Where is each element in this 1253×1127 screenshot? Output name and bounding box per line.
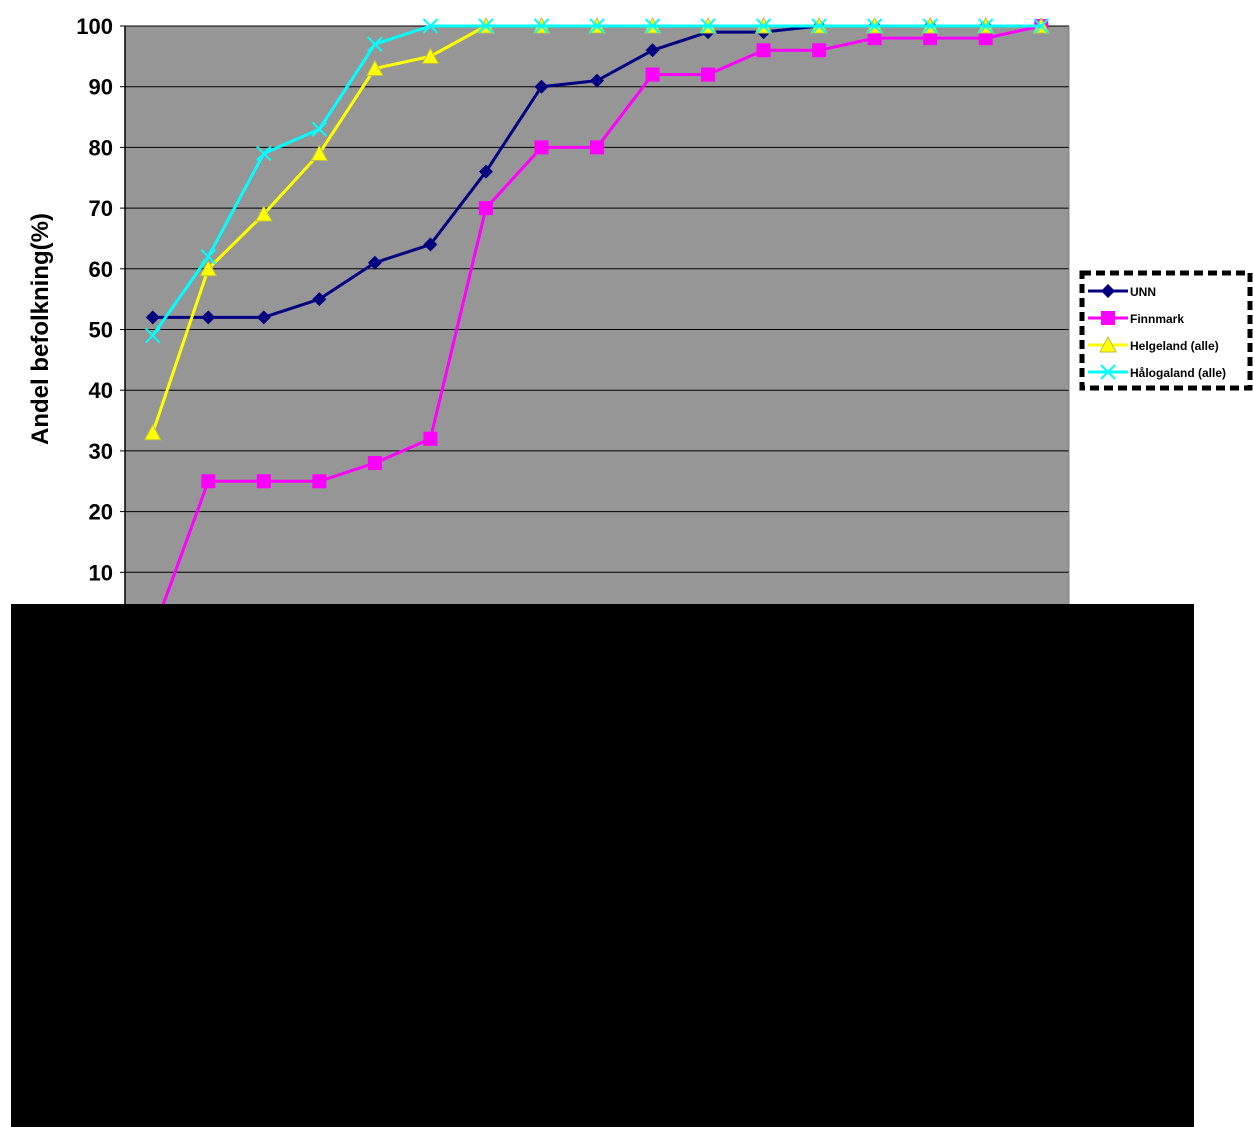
y-tick-labels: 10 20 30 40 50 60 70 80 90 100	[76, 14, 113, 585]
legend-marker-unn	[1101, 284, 1115, 298]
legend-item-helgeland-alle: Helgeland (alle)	[1088, 335, 1219, 353]
data-point-finnmark	[312, 474, 327, 489]
data-point-unn	[478, 164, 493, 179]
series-h-logaland-alle	[145, 18, 1049, 344]
data-point-h-logaland-alle	[589, 18, 605, 34]
data-point-h-logaland-alle	[1033, 18, 1049, 34]
legend-marker-h-logaland-alle	[1100, 364, 1116, 380]
legend: UNN Finnmark Helgeland (alle) Hålogaland (a…	[1079, 270, 1253, 391]
data-point-finnmark	[256, 474, 271, 489]
data-point-finnmark	[645, 67, 660, 82]
data-point-h-logaland-alle	[256, 145, 272, 162]
legend-label-helgeland-alle: Helgeland (alle)	[1130, 339, 1219, 353]
legend-item-h-logaland-alle: Hålogaland (alle)	[1088, 364, 1226, 380]
data-point-h-logaland-alle	[200, 248, 217, 265]
data-point-h-logaland-alle	[922, 18, 938, 34]
data-point-finnmark	[701, 67, 716, 82]
data-point-finnmark	[201, 474, 216, 489]
data-point-h-logaland-alle	[311, 121, 328, 137]
y-tick-label-60: 60	[89, 257, 113, 282]
legend-marker-finnmark	[1101, 311, 1115, 325]
data-point-finnmark	[867, 31, 882, 46]
data-point-h-logaland-alle	[422, 18, 439, 34]
y-tick-label-80: 80	[89, 135, 113, 160]
data-point-unn	[145, 310, 160, 325]
data-point-finnmark	[590, 140, 604, 155]
data-point-helgeland-alle	[310, 144, 329, 161]
data-point-finnmark	[534, 140, 549, 155]
y-tick-label-10: 10	[89, 560, 113, 585]
y-tick-label-30: 30	[89, 439, 113, 464]
data-point-finnmark	[756, 43, 771, 58]
data-point-unn	[423, 237, 438, 252]
legend-item-finnmark: Finnmark	[1088, 311, 1184, 326]
data-point-finnmark	[812, 43, 827, 58]
data-point-unn	[256, 310, 271, 325]
y-tick-label-50: 50	[89, 318, 113, 343]
legend-marker-helgeland-alle	[1099, 335, 1117, 353]
data-point-unn	[590, 73, 604, 88]
data-point-helgeland-alle	[421, 47, 440, 64]
data-point-h-logaland-alle	[755, 18, 772, 34]
data-point-finnmark	[423, 431, 438, 446]
data-point-unn	[201, 310, 216, 325]
data-point-h-logaland-alle	[811, 18, 827, 34]
data-point-unn	[312, 292, 327, 307]
y-tick-label-40: 40	[89, 378, 113, 403]
data-point-helgeland-alle	[366, 59, 384, 76]
black-occlusion-block	[11, 604, 1194, 1127]
data-point-finnmark	[367, 456, 382, 471]
data-point-h-logaland-alle	[700, 18, 716, 34]
data-point-h-logaland-alle	[367, 36, 383, 52]
data-point-finnmark	[478, 201, 493, 216]
data-point-helgeland-alle	[199, 259, 218, 277]
data-point-finnmark	[923, 31, 938, 46]
legend-label-h-logaland-alle: Hålogaland (alle)	[1130, 366, 1226, 380]
y-tick-label-100: 100	[76, 14, 113, 39]
y-tick-label-90: 90	[89, 75, 113, 100]
legend-item-unn: UNN	[1088, 284, 1156, 299]
data-point-helgeland-alle	[143, 423, 162, 441]
data-point-h-logaland-alle	[478, 18, 494, 34]
legend-label-finnmark: Finnmark	[1130, 312, 1184, 326]
data-point-unn	[367, 255, 382, 270]
legend-label-unn: UNN	[1130, 285, 1156, 299]
data-point-h-logaland-alle	[866, 18, 883, 34]
data-point-h-logaland-alle	[644, 18, 661, 34]
data-point-h-logaland-alle	[533, 18, 550, 34]
data-point-h-logaland-alle	[977, 18, 994, 34]
data-point-unn	[645, 43, 660, 58]
data-point-h-logaland-alle	[145, 327, 161, 344]
y-tick-label-70: 70	[89, 196, 113, 221]
data-point-unn	[534, 79, 549, 94]
y-axis-title: Andel befolkning(%)	[27, 213, 54, 445]
y-tick-label-20: 20	[89, 500, 113, 525]
data-point-helgeland-alle	[254, 205, 273, 222]
data-point-finnmark	[978, 31, 993, 46]
